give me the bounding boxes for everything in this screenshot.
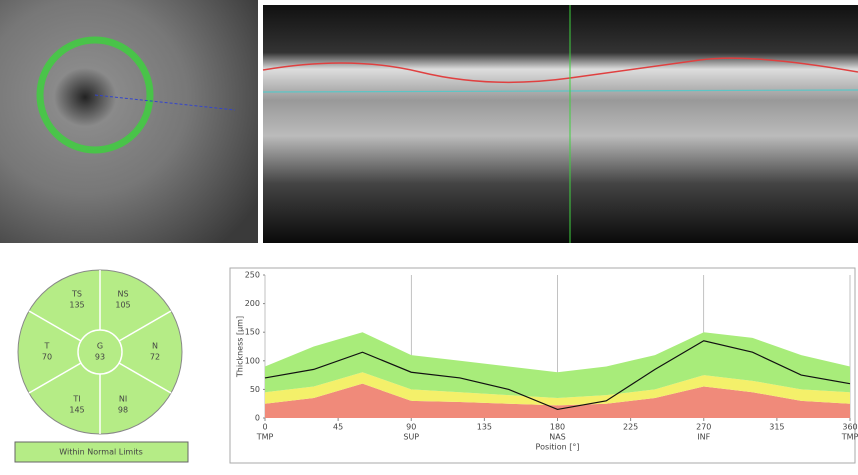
band xyxy=(265,372,850,406)
y-tick-label: 50 xyxy=(250,385,260,394)
y-tick-label: 0 xyxy=(255,414,260,423)
fundus-image xyxy=(0,0,258,243)
y-tick-label: 250 xyxy=(245,271,260,280)
x-tick-label: 360 xyxy=(842,423,857,432)
sector-dividers xyxy=(28,270,172,434)
sector-name: TS xyxy=(71,290,82,299)
sector-value: 98 xyxy=(118,406,128,415)
sector-value: 70 xyxy=(42,353,52,362)
sector-name: G xyxy=(97,342,103,351)
y-tick-label: 200 xyxy=(245,299,260,308)
scan-line xyxy=(94,94,236,111)
x-tick-label: 225 xyxy=(623,423,638,432)
x-region-label: INF xyxy=(697,433,710,442)
band xyxy=(265,383,850,418)
y-axis-label: Thickness [µm] xyxy=(236,316,245,378)
sector-name: T xyxy=(44,342,50,351)
classification: Within Normal Limits xyxy=(59,448,143,457)
band xyxy=(265,332,850,398)
y-tick-label: 150 xyxy=(245,328,260,337)
sector-value: 145 xyxy=(69,406,84,415)
rnfl-line xyxy=(262,89,858,93)
thickness-line xyxy=(264,340,851,411)
x-region-label: TMP xyxy=(256,433,274,442)
classification-box xyxy=(14,441,189,463)
sector-name: TI xyxy=(72,395,80,404)
sector-name: N xyxy=(152,342,158,351)
x-region-label: NAS xyxy=(549,433,566,442)
bscan-image xyxy=(263,5,858,243)
sector-value: 72 xyxy=(150,353,160,362)
sector-name: NI xyxy=(119,395,127,404)
x-tick-label: 270 xyxy=(696,423,711,432)
x-tick-label: 180 xyxy=(550,423,565,432)
sector-value: 135 xyxy=(69,301,84,310)
x-axis-label: Position [°] xyxy=(536,443,580,452)
x-tick-label: 0 xyxy=(262,423,267,432)
y-tick-label: 100 xyxy=(245,356,260,365)
x-region-label: TMP xyxy=(841,433,858,442)
x-tick-label: 135 xyxy=(477,423,492,432)
x-tick-label: 90 xyxy=(406,423,416,432)
sector-value: 105 xyxy=(115,301,130,310)
x-tick-label: 45 xyxy=(333,423,343,432)
x-tick-label: 315 xyxy=(769,423,784,432)
sector-value: 93 xyxy=(95,353,105,362)
x-region-label: SUP xyxy=(403,433,419,442)
scan-circle xyxy=(36,36,154,154)
sector-name: NS xyxy=(117,290,128,299)
